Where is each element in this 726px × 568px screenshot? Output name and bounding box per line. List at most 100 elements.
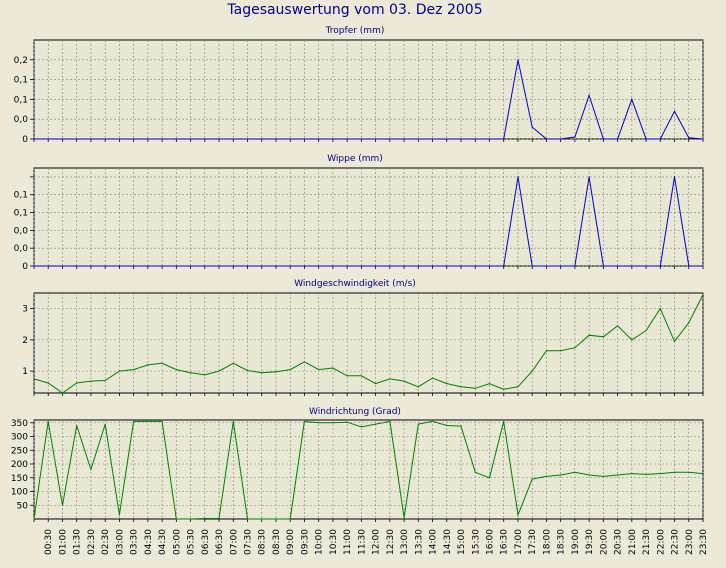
data-point <box>602 475 604 477</box>
panel-tropfer: Tropfer (mm) 0 0,0 0,1 0,1 0,2 <box>14 26 704 145</box>
page-title: Tagesauswertung vom 03. Dez 2005 <box>226 2 482 18</box>
data-point <box>673 176 676 178</box>
data-point <box>517 514 519 516</box>
y-tick-label: 0,2 <box>14 56 28 66</box>
x-tick-label: 03:00 <box>115 529 125 555</box>
data-point <box>616 325 619 327</box>
x-tick-label: 02:30 <box>101 529 111 555</box>
data-point <box>275 518 277 520</box>
plot-area <box>33 419 704 520</box>
x-tick-label: 07:00 <box>229 529 239 555</box>
data-point <box>460 138 462 140</box>
data-point <box>261 372 263 374</box>
data-point <box>659 265 661 267</box>
data-point <box>204 265 206 267</box>
x-tick-label: 18:00 <box>542 529 552 555</box>
x-tick-label: 14:30 <box>443 529 453 555</box>
x-tick-label: 04:30 <box>158 529 168 555</box>
data-point <box>560 350 562 352</box>
data-point <box>232 265 234 267</box>
data-point <box>275 265 277 267</box>
data-points <box>33 293 704 394</box>
x-tick-label: 16:30 <box>500 529 510 555</box>
data-point <box>275 138 277 140</box>
data-point <box>474 471 476 473</box>
data-point <box>133 138 135 140</box>
data-point <box>631 265 633 267</box>
data-point <box>588 176 590 178</box>
data-point <box>431 377 434 379</box>
data-point <box>232 362 234 364</box>
data-point <box>33 138 35 140</box>
data-point <box>118 514 121 516</box>
data-point <box>602 336 604 338</box>
y-tick-label: 2 <box>22 336 28 346</box>
x-tick-label: 17:00 <box>514 529 524 555</box>
series-line-windgeschwindigkeit <box>33 294 704 394</box>
data-point <box>90 138 92 140</box>
data-point <box>275 371 277 373</box>
data-point <box>189 138 192 140</box>
data-point <box>503 388 505 390</box>
data-point <box>631 98 633 100</box>
x-tick-label: 12:00 <box>372 529 382 555</box>
data-point <box>47 382 49 384</box>
data-point <box>702 293 704 296</box>
data-point <box>503 138 505 140</box>
data-point <box>232 138 234 140</box>
panel-title: Tropfer (mm) <box>325 26 385 36</box>
data-point <box>531 370 533 372</box>
data-point <box>76 424 78 427</box>
x-tick-label: 04:30 <box>144 529 154 555</box>
data-point <box>702 265 704 267</box>
data-point <box>560 474 562 476</box>
data-point <box>360 138 362 140</box>
data-point <box>147 138 149 140</box>
data-point <box>303 265 306 267</box>
panel-windgeschwindigkeit: Windgeschwindigkeit (m/s) 1 2 3 <box>22 279 704 396</box>
data-point <box>588 334 590 336</box>
data-point <box>631 339 633 341</box>
data-point <box>246 518 249 520</box>
data-point <box>403 517 405 519</box>
data-point <box>460 265 462 267</box>
data-point <box>318 368 320 371</box>
x-tick-label: 03:30 <box>130 529 140 555</box>
data-point <box>147 364 149 366</box>
x-tick-label: 16:00 <box>485 529 495 555</box>
x-tick-label: 05:30 <box>187 529 197 555</box>
data-point <box>545 475 548 477</box>
data-point <box>175 138 177 140</box>
data-point <box>688 137 690 139</box>
data-point <box>204 374 206 376</box>
data-point <box>645 329 647 332</box>
y-tick-label: 0,1 <box>14 191 28 201</box>
data-point <box>303 420 306 422</box>
data-point <box>104 423 106 425</box>
data-point <box>104 379 106 382</box>
y-tick-label: 0,1 <box>14 95 28 105</box>
data-point <box>389 378 391 380</box>
data-point <box>360 426 362 428</box>
x-tick-label: 21:00 <box>628 529 638 555</box>
data-points <box>33 420 704 520</box>
data-point <box>332 367 334 369</box>
data-point <box>303 361 306 363</box>
data-point <box>104 265 106 267</box>
data-point <box>531 478 533 480</box>
panel-title: Windrichtung (Grad) <box>309 407 401 417</box>
data-point <box>645 265 647 267</box>
data-point <box>161 265 163 267</box>
x-tick-label: 11:30 <box>357 529 367 555</box>
data-point <box>118 265 121 267</box>
x-tick-label: 07:30 <box>244 529 254 555</box>
data-point <box>389 138 391 140</box>
data-point <box>417 265 419 267</box>
data-point <box>431 138 434 140</box>
data-point <box>488 383 491 385</box>
data-point <box>61 504 64 506</box>
grid <box>30 420 704 522</box>
data-point <box>446 138 448 140</box>
data-point <box>332 138 334 140</box>
data-point <box>360 375 362 377</box>
